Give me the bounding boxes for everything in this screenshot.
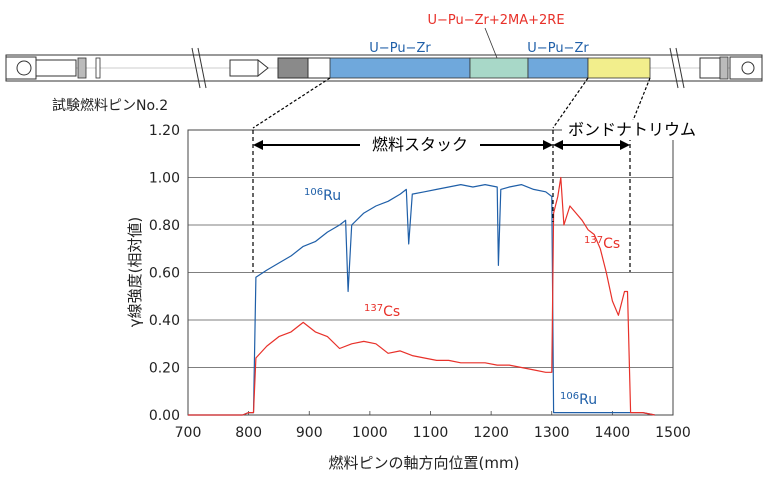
fuel-segment-ma-re <box>469 57 529 79</box>
x-tick-labels: 700 800 900 1000 1100 1200 1300 1400 1500 <box>175 411 691 441</box>
x-tick-label: 1200 <box>473 425 509 441</box>
segment-label-2: U−Pu−Zr+2MA+2RE <box>427 13 564 28</box>
segment-label-1: U−Pu−Zr <box>369 41 431 56</box>
ru-label-main: 106Ru <box>304 187 341 204</box>
left-plug-hole <box>16 60 32 76</box>
segment-label-3: U−Pu−Zr <box>527 41 589 56</box>
fuel-segment-upuzr-1 <box>329 57 471 79</box>
projection-line-left <box>252 77 331 129</box>
ru-label-bond: 106Ru <box>560 391 597 408</box>
left-plug-neck <box>35 59 77 77</box>
y-tick-label: 0.60 <box>149 266 180 282</box>
fuel-segment-upuzr-2 <box>527 57 589 79</box>
y-tick-labels: 0.00 0.20 0.40 0.60 0.80 1.00 1.20 <box>149 123 180 424</box>
fuel-stack-label-bg <box>360 134 480 154</box>
y-tick-label: 0.40 <box>149 313 180 329</box>
projection-line-mid <box>552 77 589 129</box>
segment-label-2-leader <box>484 27 498 59</box>
fuel-pin-schematic: U−Pu−Zr U−Pu−Zr+2MA+2RE U−Pu−Zr 試験燃料ピンNo… <box>5 13 763 129</box>
x-tick-label: 700 <box>175 425 202 441</box>
y-tick-label: 1.00 <box>149 171 180 187</box>
y-tick-label: 0.00 <box>149 408 180 424</box>
x-tick-label: 1100 <box>413 425 449 441</box>
bond-sodium-arrow <box>553 140 630 150</box>
gridlines <box>188 177 673 368</box>
y-axis-label: γ線強度(相対値) <box>126 217 144 328</box>
series-line-ru106 <box>188 184 655 416</box>
x-tick-label: 1000 <box>352 425 388 441</box>
break-mark-left <box>191 47 207 89</box>
x-tick-label: 1500 <box>655 425 691 441</box>
x-tick-label: 800 <box>235 425 262 441</box>
bond-sodium-label-bg <box>562 120 702 140</box>
gray-spacer <box>277 57 309 79</box>
plenum-tip <box>257 58 269 78</box>
x-tick-label: 1300 <box>534 425 570 441</box>
cs-label-main: 137Cs <box>364 303 400 320</box>
y-tick-label: 0.80 <box>149 218 180 234</box>
cs-label-bond: 137Cs <box>584 235 620 252</box>
x-tick-label: 900 <box>296 425 323 441</box>
sodium-bond-segment <box>587 57 651 79</box>
fuel-stack-label: 燃料スタック <box>372 135 468 154</box>
plot-area: 0.00 0.20 0.40 0.60 0.80 1.00 1.20 700 800 900 10… <box>149 120 702 441</box>
break-mark-right <box>669 47 685 89</box>
right-plug-hole <box>741 61 755 75</box>
left-ring-2 <box>95 57 101 79</box>
projection-line-right <box>629 77 651 129</box>
x-tick-label: 1400 <box>595 425 631 441</box>
series-line-cs137 <box>188 176 655 416</box>
bond-sodium-label: ボンドナトリウム <box>568 120 696 139</box>
left-ring <box>77 57 87 79</box>
series-layer <box>188 176 655 416</box>
right-ring-2 <box>719 56 729 80</box>
pin-label: 試験燃料ピンNo.2 <box>52 97 168 114</box>
x-axis-label: 燃料ピンの軸方向位置(mm) <box>329 454 520 472</box>
plenum-block <box>229 59 259 77</box>
right-ring <box>699 57 721 79</box>
y-tick-label: 0.20 <box>149 361 180 377</box>
y-tick-label: 1.20 <box>149 123 180 139</box>
